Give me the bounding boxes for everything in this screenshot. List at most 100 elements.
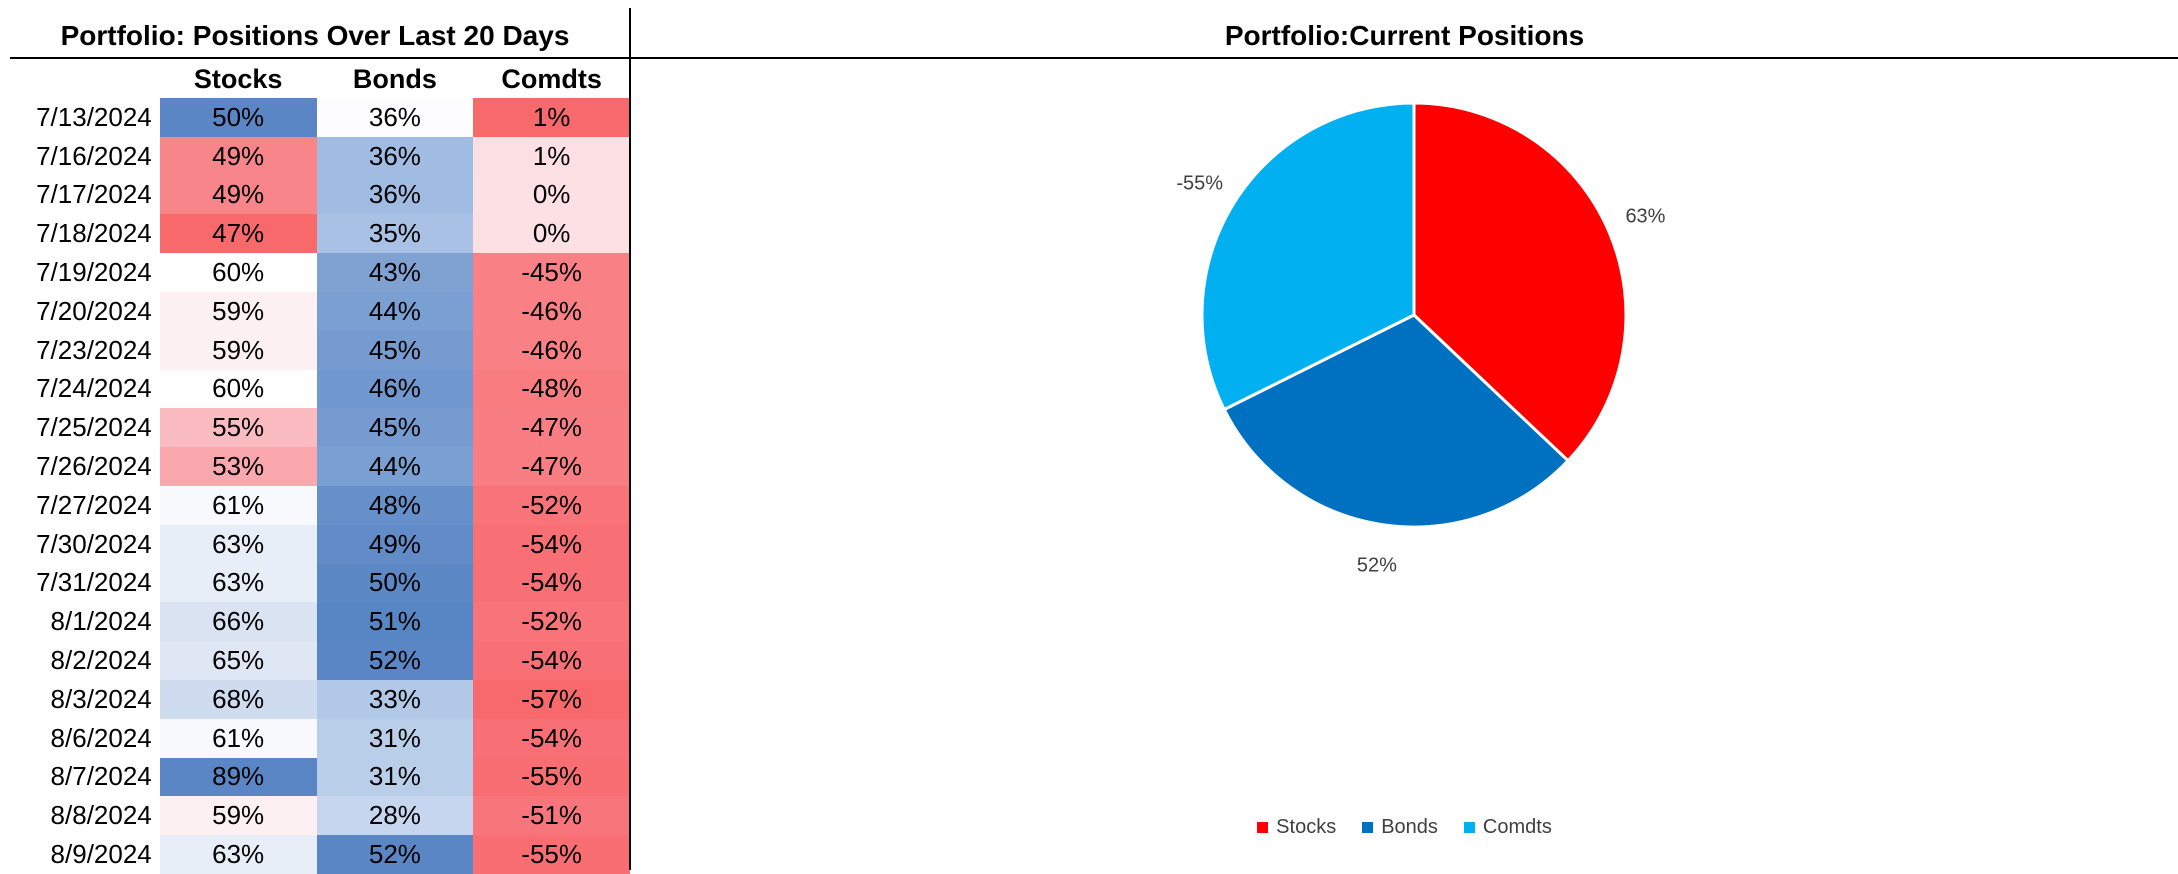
- table-row: 7/16/2024 49% 36% 1%: [10, 136, 631, 176]
- comdts-cell: -47%: [473, 408, 631, 448]
- column-header-comdts: Comdts: [501, 63, 602, 94]
- comdts-cell: -48%: [473, 369, 631, 409]
- table-row: 7/24/2024 60% 46% -48%: [10, 369, 631, 409]
- stocks-cell: 59%: [159, 330, 317, 370]
- column-header-stocks: Stocks: [193, 63, 283, 94]
- table-row: 8/3/2024 68% 33% -57%: [10, 679, 631, 719]
- data-label-stocks: 63%: [1625, 205, 1665, 227]
- table-row: 7/17/2024 49% 36% 0%: [10, 175, 631, 215]
- positions-grid: Stocks Bonds Comdts 7/13/2024 50% 36% 1% 7/1…: [10, 60, 631, 874]
- bonds-cell: 46%: [316, 369, 474, 409]
- stocks-cell: 55%: [159, 408, 317, 448]
- legend-item-stocks: Stocks: [1257, 816, 1336, 839]
- stocks-cell: 47%: [159, 214, 317, 254]
- pie-slice-stocks: [1412, 101, 1628, 463]
- bonds-cell: 44%: [316, 291, 474, 331]
- chart-title: Portfolio:Current Positions: [1224, 20, 1585, 51]
- stocks-cell: 59%: [159, 291, 317, 331]
- comdts-cell: -51%: [473, 796, 631, 836]
- row-date: 7/27/2024: [36, 489, 152, 520]
- row-date: 7/26/2024: [36, 451, 152, 482]
- legend-item-bonds: Bonds: [1362, 816, 1438, 839]
- table-row: 7/31/2024 63% 50% -54%: [10, 563, 631, 603]
- comdts-cell: -52%: [473, 602, 631, 642]
- stocks-cell: 61%: [159, 485, 317, 525]
- row-date: 7/23/2024: [36, 334, 152, 365]
- bonds-cell: 45%: [316, 408, 474, 448]
- stocks-cell: 49%: [159, 136, 317, 176]
- table-row: 8/9/2024 63% 52% -55%: [10, 835, 631, 874]
- bonds-cell: 33%: [316, 679, 474, 719]
- row-date: 7/25/2024: [36, 412, 152, 443]
- bonds-cell: 48%: [316, 485, 474, 525]
- bonds-cell: 36%: [316, 98, 474, 137]
- stocks-cell: 53%: [159, 447, 317, 486]
- data-label-bonds: 52%: [1357, 554, 1397, 576]
- table-row: 7/23/2024 59% 45% -46%: [10, 330, 631, 370]
- row-date: 8/3/2024: [50, 683, 152, 714]
- pie-chart-panel: Portfolio:Current Positions 63% 52% -55% S…: [631, 0, 2178, 870]
- row-date: 7/16/2024: [36, 140, 152, 171]
- legend-swatch: [1257, 822, 1269, 833]
- pie-chart: 63% 52% -55%: [1176, 101, 1666, 576]
- bonds-cell: 51%: [316, 602, 474, 642]
- row-date: 8/8/2024: [50, 800, 152, 831]
- row-date: 7/31/2024: [36, 567, 152, 598]
- title-rule: [10, 57, 630, 59]
- legend-label: Stocks: [1276, 816, 1337, 838]
- row-date: 7/13/2024: [36, 101, 152, 132]
- bonds-cell: 31%: [316, 718, 474, 758]
- table-row: 7/13/2024 50% 36% 1%: [10, 98, 631, 137]
- stocks-cell: 50%: [159, 98, 317, 137]
- stocks-cell: 68%: [159, 679, 317, 719]
- table-row: 7/30/2024 63% 49% -54%: [10, 524, 631, 564]
- table-row: 8/7/2024 89% 31% -55%: [10, 757, 631, 797]
- row-date: 7/19/2024: [36, 257, 152, 288]
- row-date: 7/18/2024: [36, 218, 152, 249]
- comdts-cell: -52%: [473, 485, 631, 525]
- legend-swatch: [1463, 822, 1475, 833]
- stocks-cell: 60%: [159, 253, 317, 292]
- table-row: 8/2/2024 65% 52% -54%: [10, 641, 631, 680]
- comdts-cell: 1%: [473, 136, 631, 176]
- bonds-cell: 31%: [316, 757, 474, 797]
- bonds-cell: 49%: [316, 524, 474, 564]
- header-date-blank: [10, 60, 160, 98]
- row-date: 7/24/2024: [36, 373, 152, 404]
- row-date: 8/2/2024: [50, 645, 152, 676]
- table-row: 8/6/2024 61% 31% -54%: [10, 718, 631, 758]
- table-row: 7/19/2024 60% 43% -45%: [10, 253, 631, 292]
- stocks-cell: 66%: [159, 602, 317, 642]
- bonds-cell: 28%: [316, 796, 474, 836]
- stocks-cell: 49%: [159, 175, 317, 215]
- table-row: 7/18/2024 47% 35% 0%: [10, 214, 631, 254]
- panel-divider: [629, 8, 631, 870]
- comdts-cell: 0%: [473, 175, 631, 215]
- comdts-cell: -54%: [473, 524, 631, 564]
- row-date: 8/1/2024: [50, 606, 152, 637]
- comdts-cell: 0%: [473, 214, 631, 254]
- bonds-cell: 45%: [316, 330, 474, 370]
- bonds-cell: 52%: [316, 835, 474, 874]
- comdts-cell: -47%: [473, 447, 631, 486]
- row-date: 8/6/2024: [50, 722, 152, 753]
- bonds-cell: 52%: [316, 641, 474, 680]
- bonds-cell: 35%: [316, 214, 474, 254]
- comdts-cell: -45%: [473, 253, 631, 292]
- stocks-cell: 63%: [159, 835, 317, 874]
- positions-table-panel: Portfolio: Positions Over Last 20 Days S…: [0, 0, 631, 874]
- legend-item-comdts: Comdts: [1463, 816, 1552, 839]
- table-title: Portfolio: Positions Over Last 20 Days: [60, 20, 570, 51]
- row-date: 8/9/2024: [50, 839, 152, 870]
- data-label-comdts: -55%: [1176, 172, 1223, 194]
- comdts-cell: -57%: [473, 679, 631, 719]
- bonds-cell: 36%: [316, 136, 474, 176]
- pie-slice-comdts: [1200, 101, 1416, 412]
- comdts-cell: -55%: [473, 757, 631, 797]
- stocks-cell: 63%: [159, 563, 317, 603]
- stocks-cell: 65%: [159, 641, 317, 680]
- comdts-cell: -54%: [473, 718, 631, 758]
- bonds-cell: 50%: [316, 563, 474, 603]
- legend-swatch: [1362, 822, 1374, 833]
- row-date: 8/7/2024: [50, 761, 152, 792]
